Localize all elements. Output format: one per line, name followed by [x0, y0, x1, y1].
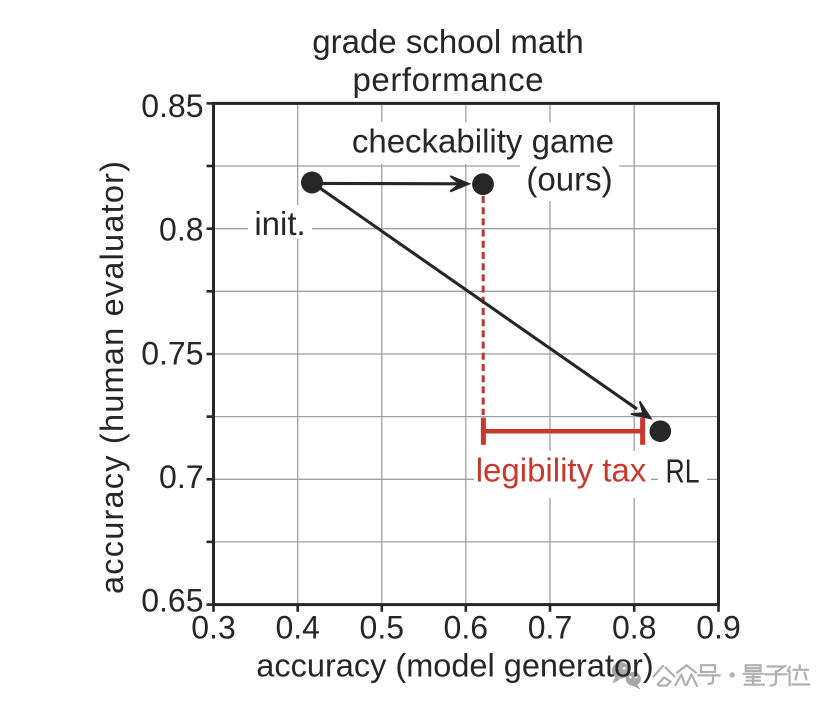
- svg-text:init.: init.: [254, 205, 305, 242]
- svg-text:0.6: 0.6: [444, 610, 488, 646]
- svg-text:(ours): (ours): [526, 161, 612, 198]
- svg-text:0.5: 0.5: [360, 610, 404, 646]
- svg-text:accuracy (human evaluator): accuracy (human evaluator): [94, 161, 130, 594]
- svg-text:checkability game: checkability game: [352, 123, 614, 160]
- svg-text:0.7: 0.7: [159, 459, 203, 495]
- svg-text:0.7: 0.7: [528, 610, 572, 646]
- svg-text:0.4: 0.4: [275, 610, 319, 646]
- svg-text:grade school math: grade school math: [312, 23, 584, 60]
- svg-text:0.9: 0.9: [696, 610, 740, 646]
- svg-text:0.8: 0.8: [612, 610, 656, 646]
- svg-text:performance: performance: [353, 61, 544, 98]
- svg-text:0.8: 0.8: [159, 212, 203, 248]
- svg-text:0.3: 0.3: [191, 610, 235, 646]
- svg-text:legibility tax: legibility tax: [476, 452, 647, 489]
- svg-text:0.65: 0.65: [141, 583, 203, 619]
- svg-text:0.75: 0.75: [141, 335, 203, 371]
- svg-text:accuracy (model generator): accuracy (model generator): [256, 648, 653, 684]
- svg-text:0.85: 0.85: [141, 88, 203, 124]
- svg-text:RL: RL: [666, 453, 700, 490]
